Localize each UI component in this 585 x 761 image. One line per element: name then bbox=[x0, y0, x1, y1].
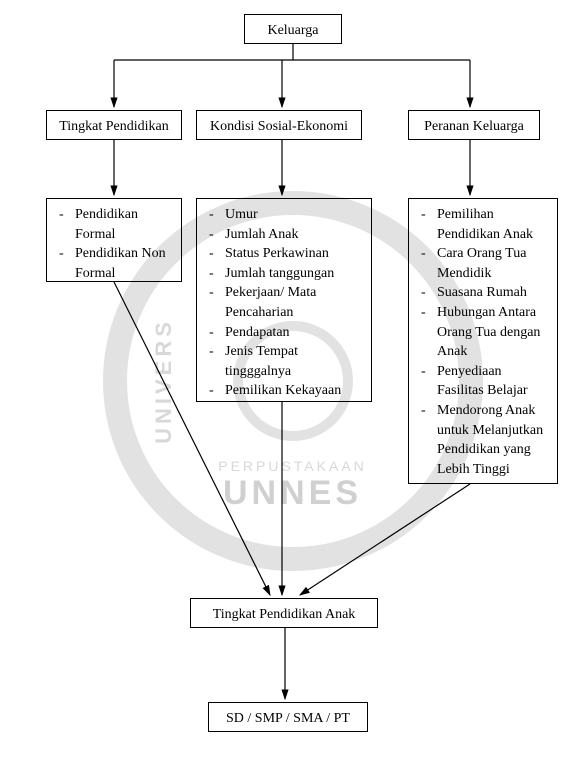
node-label: Tingkat Pendidikan Anak bbox=[213, 607, 356, 622]
node-peranan-keluarga: Peranan Keluarga bbox=[408, 110, 540, 140]
node-sosek-items: UmurJumlah AnakStatus PerkawinanJumlah t… bbox=[196, 198, 372, 402]
list-item: Jenis Tempat tingggalnya bbox=[221, 342, 361, 381]
node-sd-smp-sma-pt: SD / SMP / SMA / PT bbox=[208, 702, 368, 732]
node-kondisi-sosial-ekonomi: Kondisi Sosial-Ekonomi bbox=[196, 110, 362, 140]
list-item: Pemilikan Kekayaan bbox=[221, 381, 361, 401]
list-item: Umur bbox=[221, 205, 361, 225]
list-item: Hubungan Antara Orang Tua dengan Anak bbox=[433, 303, 547, 362]
list: Pendidikan FormalPendidikan Non Formal bbox=[57, 205, 171, 283]
list-item: Pendidikan Formal bbox=[71, 205, 171, 244]
node-peranan-items: Pemilihan Pendidikan AnakCara Orang Tua … bbox=[408, 198, 558, 484]
node-tingkat-pendidikan-anak: Tingkat Pendidikan Anak bbox=[190, 598, 378, 628]
list: Pemilihan Pendidikan AnakCara Orang Tua … bbox=[419, 205, 547, 479]
list: UmurJumlah AnakStatus PerkawinanJumlah t… bbox=[207, 205, 361, 401]
node-label: Peranan Keluarga bbox=[424, 119, 524, 134]
list-item: Mendorong Anak untuk Melanjutkan Pendidi… bbox=[433, 401, 547, 479]
flowchart: Keluarga Tingkat Pendidikan Kondisi Sosi… bbox=[0, 0, 585, 761]
node-pendidikan-formal-nonformal: Pendidikan FormalPendidikan Non Formal bbox=[46, 198, 182, 282]
list-item: Cara Orang Tua Mendidik bbox=[433, 244, 547, 283]
node-label: Kondisi Sosial-Ekonomi bbox=[210, 119, 348, 134]
list-item: Pendapatan bbox=[221, 323, 361, 343]
list-item: Pekerjaan/ Mata Pencaharian bbox=[221, 283, 361, 322]
node-label: SD / SMP / SMA / PT bbox=[226, 711, 350, 726]
list-item: Pemilihan Pendidikan Anak bbox=[433, 205, 547, 244]
node-label: Tingkat Pendidikan bbox=[59, 119, 169, 134]
list-item: Jumlah Anak bbox=[221, 225, 361, 245]
list-item: Suasana Rumah bbox=[433, 283, 547, 303]
list-item: Status Perkawinan bbox=[221, 244, 361, 264]
list-item: Pendidikan Non Formal bbox=[71, 244, 171, 283]
node-tingkat-pendidikan: Tingkat Pendidikan bbox=[46, 110, 182, 140]
node-keluarga: Keluarga bbox=[244, 14, 342, 44]
list-item: Jumlah tanggungan bbox=[221, 264, 361, 284]
list-item: Penyediaan Fasilitas Belajar bbox=[433, 362, 547, 401]
node-label: Keluarga bbox=[267, 23, 318, 38]
